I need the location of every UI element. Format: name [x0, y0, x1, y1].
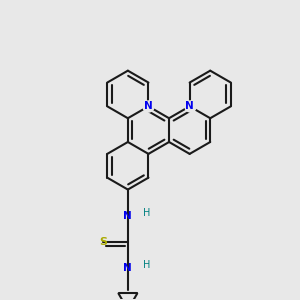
- Text: H: H: [143, 260, 150, 270]
- Text: S: S: [99, 237, 107, 247]
- Text: N: N: [144, 101, 153, 111]
- Text: H: H: [143, 208, 150, 218]
- Text: N: N: [124, 263, 132, 273]
- Text: N: N: [124, 211, 132, 221]
- Text: N: N: [185, 101, 194, 111]
